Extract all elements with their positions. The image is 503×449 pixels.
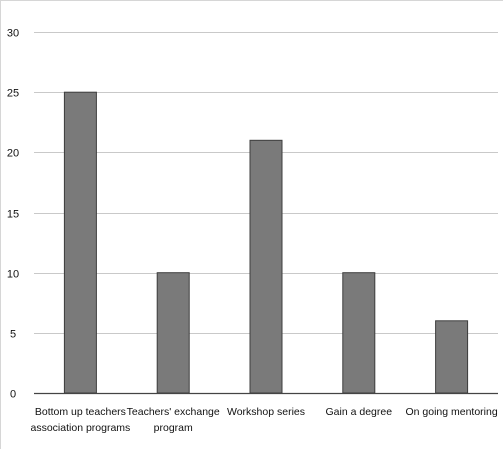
y-tick-label-15: 15 (7, 209, 19, 221)
x-tick-label-line: Bottom up teachers (35, 406, 126, 418)
y-tick-label-5: 5 (10, 329, 16, 341)
x-tick-label-line: Workshop series (227, 406, 305, 418)
bar-1 (63, 91, 97, 394)
y-tick-label-10: 10 (7, 269, 19, 281)
x-tick-label-4: Gain a degree (326, 406, 393, 418)
bars (63, 91, 469, 394)
bar-4 (342, 272, 376, 394)
x-tick-label-5: On going mentoring (405, 406, 497, 418)
y-axis-ticks: 0 5 10 15 20 25 30 (7, 28, 19, 401)
x-tick-label-line: Teachers' exchange (127, 406, 220, 418)
bar-3 (249, 139, 283, 394)
y-tick-label-25: 25 (7, 88, 19, 100)
bar-5 (435, 320, 469, 394)
x-axis-labels: Bottom up teachers association programsTe… (31, 406, 498, 434)
x-tick-label-line: On going mentoring (405, 406, 497, 418)
x-tick-label-line: Gain a degree (326, 406, 393, 418)
bar-2 (156, 272, 190, 394)
x-tick-label-2: Teachers' exchange program (127, 406, 220, 434)
y-tick-label-30: 30 (7, 28, 19, 40)
x-tick-label-line: program (154, 422, 193, 434)
x-tick-label-1: Bottom up teachers association programs (31, 406, 131, 434)
x-tick-label-line: association programs (31, 422, 131, 434)
x-tick-label-3: Workshop series (227, 406, 305, 418)
y-tick-label-20: 20 (7, 148, 19, 160)
y-tick-label-0: 0 (10, 389, 16, 401)
